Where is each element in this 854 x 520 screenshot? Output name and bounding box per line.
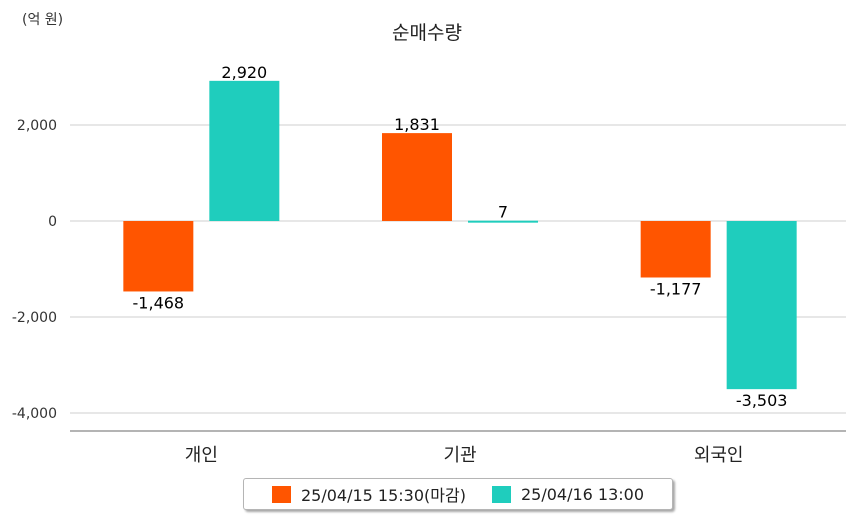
y-tick-label: -2,000 [12,310,57,326]
y-axis-unit-label: (억 원) [22,12,64,28]
data-label: 7 [498,203,508,222]
bar-series-2 [726,221,797,390]
bar-series-1 [123,221,194,292]
legend-swatch-series-2 [491,485,511,503]
x-tick-label: 개인 [185,445,218,466]
data-label: -3,503 [736,391,788,410]
bar-series-1 [382,133,452,221]
legend-label-series-2: 25/04/16 13:00 [520,484,645,504]
x-tick-label: 외국인 [694,445,744,466]
data-label: -1,468 [133,293,185,312]
y-tick-label: 2,000 [17,118,57,134]
legend-swatch-series-1 [271,485,291,503]
legend-item-series-1[interactable]: 25/04/15 15:30(마감) [271,482,466,506]
legend-item-series-2[interactable]: 25/04/16 13:00 [491,484,645,504]
bar-chart-plot: 2,000 0 -2,000 -4,000 개인 -1,468 2,920 기관 1,831 7 외… [12,63,846,466]
data-label: -1,177 [650,279,702,298]
y-tick-label: -4,000 [12,406,57,422]
legend-label-series-1: 25/04/15 15:30(마감) [300,486,466,505]
data-label: 1,831 [394,115,440,134]
bar-series-1 [640,221,711,278]
bar-series-2 [468,220,538,223]
bar-series-2 [209,80,280,221]
chart-title: 순매수량 [392,22,462,44]
x-tick-label: 기관 [443,445,476,466]
chart-legend: 25/04/15 15:30(마감) 25/04/16 13:00 [243,478,673,510]
y-tick-label: 0 [48,214,57,230]
data-label: 2,920 [221,63,267,82]
